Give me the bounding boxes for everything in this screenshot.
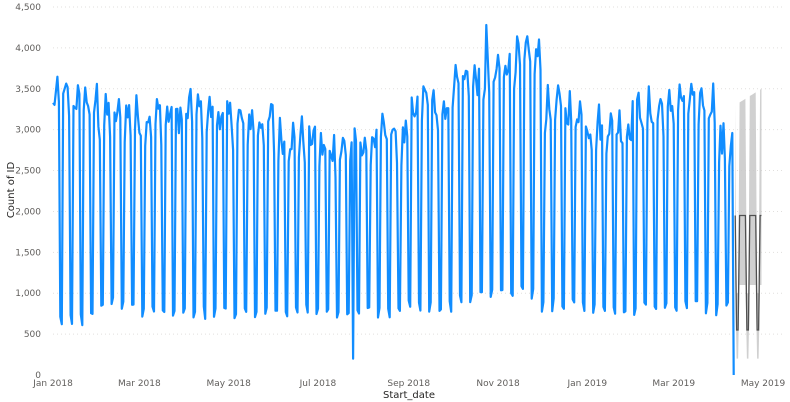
- x-axis-title: Start_date: [383, 390, 435, 401]
- y-axis-title: Count of ID: [6, 162, 17, 219]
- y-tick-label: 2,000: [15, 207, 41, 217]
- x-tick-label: Jul 2018: [299, 379, 337, 389]
- x-tick-label: Mar 2019: [652, 379, 695, 389]
- y-tick-label: 1,500: [15, 248, 41, 258]
- x-tick-label: Jan 2018: [32, 379, 73, 389]
- y-axis: 0 500 1,000 1,500 2,000 2,500 3,000 3,500 4,000 4…: [15, 3, 41, 381]
- forecast-confidence-band: [735, 88, 762, 359]
- series-layer: [52, 23, 762, 376]
- y-tick-label: 500: [24, 330, 41, 340]
- y-tick-label: 3,500: [15, 85, 41, 95]
- x-tick-label: Nov 2018: [476, 379, 520, 389]
- forecast-series-line: [734, 214, 762, 331]
- x-tick-label: Jan 2019: [567, 379, 608, 389]
- actual-series-line: [52, 23, 735, 376]
- y-tick-label: 4,000: [15, 44, 41, 54]
- x-tick-label: Sep 2018: [387, 379, 430, 389]
- x-axis: Jan 2018 Mar 2018 May 2018 Jul 2018 Sep 2018…: [32, 379, 785, 389]
- x-tick-label: May 2018: [206, 379, 251, 389]
- y-tick-label: 1,000: [15, 289, 41, 299]
- x-tick-label: May 2019: [741, 379, 786, 389]
- y-tick-label: 0: [35, 371, 41, 381]
- y-tick-label: 4,500: [15, 3, 41, 13]
- x-tick-label: Mar 2018: [118, 379, 161, 389]
- y-tick-label: 3,000: [15, 126, 41, 136]
- forecast-band-layer: [735, 88, 762, 359]
- y-tick-label: 2,500: [15, 167, 41, 177]
